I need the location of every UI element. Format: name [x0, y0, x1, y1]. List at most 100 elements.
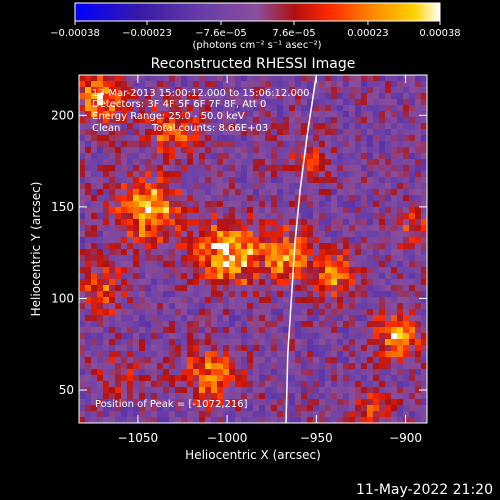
heatmap-cell: [265, 267, 272, 274]
heatmap-cell: [409, 195, 416, 202]
heatmap-cell: [343, 339, 350, 346]
heatmap-cell: [199, 369, 206, 376]
heatmap-cell: [403, 279, 410, 286]
heatmap-cell: [373, 339, 380, 346]
heatmap-cell: [349, 417, 356, 423]
heatmap-cell: [115, 369, 122, 376]
y-axis-label: Heliocentric Y (arcsec): [29, 182, 43, 317]
heatmap-cell: [109, 363, 116, 370]
heatmap-cell: [349, 297, 356, 304]
heatmap-cell: [223, 207, 230, 214]
heatmap-cell: [181, 165, 188, 172]
heatmap-cell: [397, 159, 404, 166]
heatmap-cell: [379, 333, 386, 340]
heatmap-cell: [175, 171, 182, 178]
heatmap-cell: [127, 309, 134, 316]
heatmap-cell: [91, 147, 98, 154]
heatmap-cell: [259, 225, 266, 232]
heatmap-cell: [403, 81, 410, 88]
heatmap-cell: [259, 123, 266, 130]
heatmap-cell: [217, 315, 224, 322]
heatmap-cell: [265, 165, 272, 172]
heatmap-cell: [343, 141, 350, 148]
heatmap-cell: [415, 207, 422, 214]
heatmap-cell: [169, 81, 176, 88]
heatmap-cell: [355, 219, 362, 226]
heatmap-cell: [337, 357, 344, 364]
heatmap-cell: [277, 297, 284, 304]
heatmap-cell: [133, 411, 140, 418]
heatmap-cell: [247, 387, 254, 394]
heatmap-cell: [151, 327, 158, 334]
heatmap-cell: [199, 153, 206, 160]
heatmap-cell: [373, 273, 380, 280]
heatmap-cell: [277, 213, 284, 220]
heatmap-cell: [379, 315, 386, 322]
heatmap-cell: [157, 159, 164, 166]
heatmap-cell: [211, 291, 218, 298]
heatmap-cell: [391, 195, 398, 202]
heatmap-cell: [127, 219, 134, 226]
heatmap-cell: [313, 297, 320, 304]
heatmap-cell: [337, 297, 344, 304]
heatmap-cell: [343, 75, 350, 82]
heatmap-cell: [103, 357, 110, 364]
heatmap-cell: [97, 417, 104, 423]
heatmap-cell: [139, 315, 146, 322]
heatmap-cell: [265, 399, 272, 406]
heatmap-cell: [277, 219, 284, 226]
heatmap-cell: [331, 405, 338, 412]
heatmap-cell: [199, 237, 206, 244]
heatmap-cell: [409, 345, 416, 352]
heatmap-cell: [193, 255, 200, 262]
heatmap-cell: [385, 105, 392, 112]
heatmap-cell: [211, 213, 218, 220]
heatmap-cell: [169, 303, 176, 310]
heatmap-cell: [283, 147, 290, 154]
heatmap-cell: [391, 285, 398, 292]
heatmap-cell: [109, 249, 116, 256]
heatmap-cell: [367, 183, 374, 190]
heatmap-cell: [91, 345, 98, 352]
heatmap-cell: [325, 387, 332, 394]
heatmap-cell: [331, 267, 338, 274]
heatmap-cell: [319, 189, 326, 196]
heatmap-cell: [253, 237, 260, 244]
heatmap-cell: [391, 375, 398, 382]
heatmap-cell: [133, 141, 140, 148]
heatmap-cell: [103, 399, 110, 406]
heatmap-cell: [289, 333, 296, 340]
heatmap-cell: [91, 351, 98, 358]
heatmap-cell: [175, 255, 182, 262]
heatmap-cell: [277, 255, 284, 262]
heatmap-cell: [337, 417, 344, 423]
heatmap-cell: [295, 261, 302, 268]
heatmap-cell: [361, 267, 368, 274]
heatmap-cell: [391, 369, 398, 376]
heatmap-cell: [403, 375, 410, 382]
heatmap-cell: [325, 333, 332, 340]
heatmap-cell: [313, 363, 320, 370]
heatmap-cell: [409, 321, 416, 328]
heatmap-cell: [415, 387, 422, 394]
heatmap-cell: [229, 411, 236, 418]
heatmap-cell: [295, 237, 302, 244]
heatmap-cell: [91, 213, 98, 220]
heatmap-cell: [319, 111, 326, 118]
heatmap-cell: [133, 309, 140, 316]
heatmap-cell: [289, 93, 296, 100]
heatmap-cell: [97, 165, 104, 172]
heatmap-cell: [199, 147, 206, 154]
heatmap-cell: [205, 303, 212, 310]
heatmap-cell: [379, 75, 386, 82]
heatmap-cell: [133, 99, 140, 106]
heatmap-cell: [199, 141, 206, 148]
heatmap-cell: [145, 363, 152, 370]
heatmap-cell: [109, 309, 116, 316]
heatmap-cell: [313, 141, 320, 148]
heatmap-cell: [397, 177, 404, 184]
heatmap-cell: [97, 99, 104, 106]
heatmap-cell: [157, 153, 164, 160]
heatmap-cell: [337, 117, 344, 124]
heatmap-cell: [367, 111, 374, 118]
